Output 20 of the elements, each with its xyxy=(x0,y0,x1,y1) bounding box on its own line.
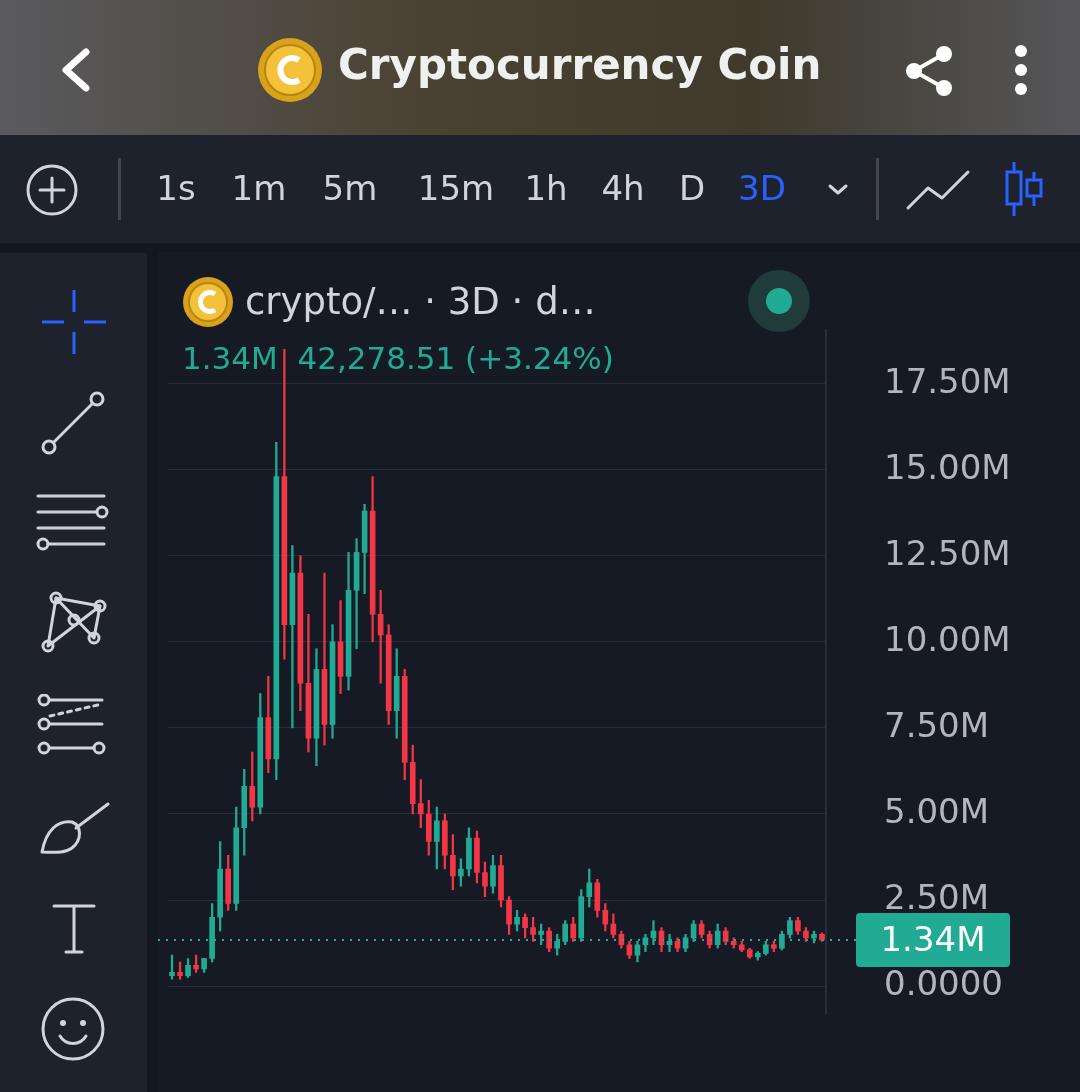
text: 4h xyxy=(601,168,645,208)
text: 3D xyxy=(738,168,786,208)
y-tick-label: 0.0000 xyxy=(884,962,1003,1003)
annotation: 1.34M 42,278.51 (+3.24%) xyxy=(182,340,614,376)
chart-subtitle: crypto/… · 3D · d… xyxy=(245,280,596,323)
text: 15m xyxy=(417,168,495,208)
y-tick-label: 10.00M xyxy=(884,618,1011,659)
text: 5m xyxy=(322,168,378,208)
y-tick-label: 5.00M xyxy=(884,790,990,831)
y-tick-label: 12.50M xyxy=(884,532,1011,573)
y-tick-label: 15.00M xyxy=(884,446,1011,487)
y-tick-label: 2.50M xyxy=(884,876,990,917)
chart-title: Cryptocurrency Coin xyxy=(338,40,822,89)
y-tick-label: 7.50M xyxy=(884,704,990,745)
text: 1h xyxy=(524,168,568,208)
text: 1s xyxy=(156,168,196,208)
text: 1m xyxy=(231,168,287,208)
ref-line-label: 1.34M xyxy=(880,918,986,959)
y-tick-label: 17.50M xyxy=(884,360,1011,401)
text: D xyxy=(678,168,706,208)
